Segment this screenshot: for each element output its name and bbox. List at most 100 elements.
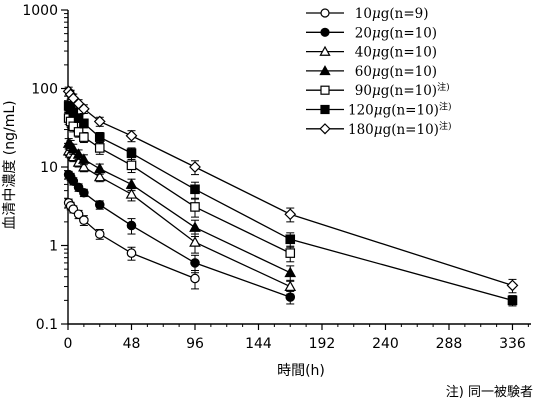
data-point-triangle [284, 280, 297, 292]
data-point-triangle [319, 45, 331, 56]
legend-note: 注) [439, 101, 452, 113]
x-tick-label: 288 [436, 336, 463, 352]
legend-dose: 40 [348, 45, 372, 61]
legend-entry-7: 180μg(n=10)注) [306, 120, 451, 138]
data-point-circle [190, 258, 200, 268]
data-point-triangle [125, 178, 138, 189]
data-point-square [73, 127, 84, 137]
data-point-square [507, 295, 518, 306]
legend-dose: 90 [348, 83, 372, 99]
legend-unit-rest: g(n=10) [381, 83, 437, 99]
legend-dose: 10 [348, 6, 372, 22]
legend: 10μg(n=9) 20μg(n=10) 40μg(n=10) 60μg(n=1… [306, 6, 451, 138]
data-point-triangle [78, 153, 90, 164]
y-tick-label: 100 [31, 82, 58, 98]
legend-entry-3: 40μg(n=10) [306, 45, 437, 61]
x-axis-title: 時間(h) [277, 363, 325, 379]
data-point-square [320, 85, 330, 95]
data-point-diamond [125, 129, 138, 142]
legend-unit-rest: g(n=10) [381, 45, 437, 61]
data-point-square [190, 202, 200, 212]
legend-label: 10μg(n=9) [348, 6, 429, 22]
data-point-square [320, 104, 330, 115]
legend-dose: 120 [348, 103, 374, 119]
data-point-square [73, 113, 84, 123]
data-point-diamond [93, 115, 106, 128]
data-point-triangle [284, 266, 297, 278]
data-point-circle [126, 220, 137, 231]
data-point-triangle [319, 65, 331, 76]
data-point-square [285, 248, 296, 258]
series-6 [63, 101, 518, 307]
legend-label: 120μg(n=10)注) [348, 101, 451, 119]
legend-unit-rest: g(n=9) [381, 6, 429, 22]
data-point-circle [94, 229, 105, 239]
data-point-triangle [189, 221, 201, 232]
data-point-circle [68, 176, 79, 186]
data-point-diamond [506, 279, 519, 292]
legend-entry-5: 90μg(n=10)注) [306, 81, 450, 99]
y-axis-title: 血清中濃度 (ng/mL) [2, 100, 18, 229]
series-5 [63, 112, 296, 263]
x-tick-label: 48 [123, 336, 141, 352]
data-point-circle [73, 209, 84, 220]
legend-note: 注) [437, 81, 450, 93]
data-point-triangle [93, 170, 106, 182]
data-point-square [79, 118, 89, 129]
data-point-triangle [189, 236, 201, 247]
x-tick-label: 336 [499, 336, 526, 352]
y-tick-label: 1000 [22, 3, 58, 19]
data-point-square [68, 107, 79, 117]
legend-label: 60μg(n=10) [348, 64, 437, 80]
data-point-square [126, 148, 137, 158]
data-point-circle [320, 27, 330, 37]
data-point-diamond [189, 161, 201, 173]
data-point-triangle [67, 142, 80, 154]
series-1 [63, 197, 200, 290]
data-point-square [68, 121, 79, 132]
data-point-square [190, 184, 200, 195]
data-point-circle [320, 8, 330, 18]
data-point-triangle [72, 148, 85, 159]
data-point-circle [79, 215, 89, 226]
data-point-square [285, 234, 296, 245]
x-tick-label: 192 [309, 336, 336, 352]
legend-label: 20μg(n=10) [348, 25, 437, 41]
legend-unit-rest: g(n=10) [383, 103, 439, 119]
legend-unit-rest: g(n=10) [381, 64, 437, 80]
legend-dose: 60 [348, 64, 372, 80]
legend-dose: 180 [348, 122, 374, 138]
data-point-triangle [125, 188, 138, 199]
data-point-diamond [284, 208, 297, 221]
legend-unit: μ [374, 103, 383, 119]
footnote: 注) 同一被験者 [446, 385, 533, 400]
data-point-diamond [319, 123, 331, 135]
legend-entry-1: 10μg(n=9) [306, 6, 429, 22]
legend-entry-4: 60μg(n=10) [306, 64, 437, 80]
data-point-circle [94, 199, 105, 210]
data-point-triangle [93, 162, 106, 174]
x-tick-label: 144 [245, 336, 272, 352]
y-tick-label: 10 [40, 160, 58, 176]
y-tick-label: 0.1 [36, 317, 58, 333]
series-2 [63, 169, 296, 305]
data-point-circle [79, 187, 89, 198]
series-layer [62, 85, 519, 307]
data-point-square [94, 143, 105, 153]
legend-unit: μ [372, 45, 381, 61]
y-tick-label: 1 [49, 239, 58, 255]
data-point-square [94, 132, 105, 142]
series-7 [62, 85, 519, 294]
legend-unit: μ [372, 83, 381, 99]
legend-label: 40μg(n=10) [348, 45, 437, 61]
legend-note: 注) [439, 120, 452, 132]
legend-unit: μ [372, 64, 381, 80]
legend-unit: μ [372, 6, 381, 22]
x-tick-label: 0 [64, 336, 73, 352]
legend-entry-6: 120μg(n=10)注) [306, 101, 451, 119]
data-point-circle [190, 273, 200, 284]
legend-label: 90μg(n=10)注) [348, 81, 450, 99]
series-4 [62, 137, 297, 282]
